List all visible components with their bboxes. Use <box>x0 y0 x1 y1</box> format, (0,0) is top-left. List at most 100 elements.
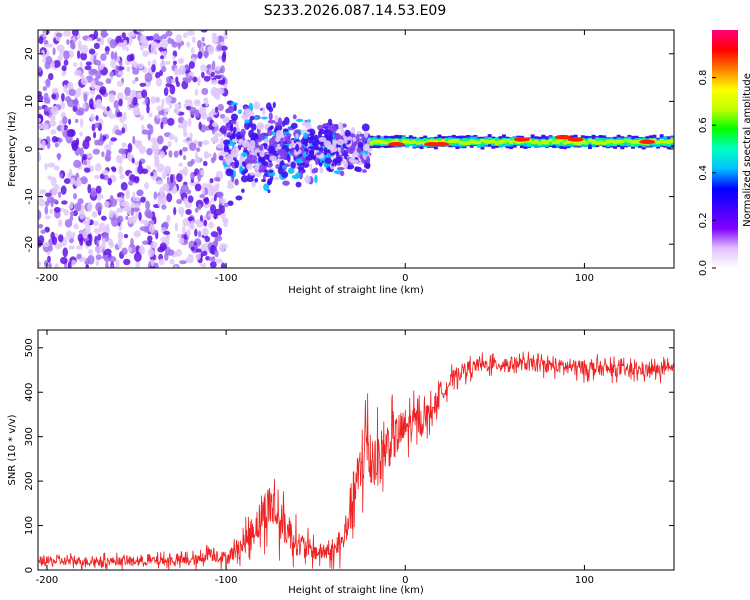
snr-y-tick-label: 100 <box>24 516 35 535</box>
spectrogram-cell <box>211 121 219 128</box>
spectrogram-cell <box>261 178 267 183</box>
spectrogram-cell <box>225 168 234 177</box>
snr-y-tick-label: 400 <box>24 383 35 402</box>
spectrogram-peak <box>513 137 530 142</box>
spectrogram-cell <box>44 226 50 233</box>
spectrogram-cell <box>54 243 62 250</box>
spectrogram-cell <box>95 70 102 80</box>
spectrogram-cell <box>83 160 88 165</box>
spectrogram-band-cell <box>473 140 478 145</box>
spectrogram-cell <box>48 262 52 268</box>
spectrogram-cell <box>95 254 102 261</box>
spectrogram-cell <box>140 196 146 203</box>
spectrogram-cell <box>63 59 69 66</box>
spectrogram-cell <box>174 264 178 268</box>
spectrogram-cell <box>282 180 290 186</box>
spectrogram-cell <box>183 197 188 205</box>
spectrogram-cell <box>135 260 141 268</box>
spectrogram-cell <box>210 156 216 164</box>
spectrogram-cell <box>307 119 311 123</box>
spectrogram-cell <box>217 103 224 112</box>
spectrogram-cell <box>45 200 50 207</box>
spectrogram-cell <box>139 44 145 51</box>
spectrogram-cell <box>351 143 357 148</box>
spectrogram-cell <box>216 88 225 95</box>
spectrogram-cell <box>163 87 169 97</box>
spectrogram-cell <box>329 130 333 138</box>
spectrogram-cell <box>98 88 106 94</box>
spectrogram-cell <box>159 186 165 197</box>
spectrogram-cell <box>118 165 123 175</box>
colorbar-tick-label: 0.8 <box>698 70 709 86</box>
spectrogram-band-cell <box>516 140 521 144</box>
spectrogram-cell <box>136 91 143 99</box>
spectrogram-cell <box>194 228 198 237</box>
colorbar: 0.0 0.2 0.4 0.6 0.8 Normalized spectral ampl… <box>698 30 750 276</box>
spectrogram-cell <box>75 245 83 250</box>
spectrogram-band-cell <box>577 141 582 146</box>
spectrogram-cell <box>249 115 255 121</box>
spectrogram-cell <box>214 95 221 101</box>
spectrogram-band-cell <box>598 140 603 145</box>
spectrogram-cell <box>258 133 266 141</box>
spectrogram-cell <box>68 245 76 250</box>
spectrogram-cell <box>100 53 107 62</box>
snr-y-ticks: 0 100 200 300 400 500 <box>24 338 674 573</box>
spectrogram-cell <box>109 71 114 78</box>
spectrogram-cell <box>346 147 355 154</box>
spectrogram-cell <box>83 167 91 173</box>
spectrogram-band-cell <box>369 140 374 145</box>
spectrogram-cell <box>169 84 176 95</box>
spectrogram-cell <box>61 200 68 205</box>
spectrogram-cell <box>176 233 182 238</box>
spectrogram-cell <box>235 195 243 201</box>
spectrogram-cell <box>120 182 128 191</box>
spectrogram-cell <box>166 176 170 184</box>
spectrogram-cell <box>102 169 109 176</box>
spectrogram-cell <box>174 222 179 232</box>
spectrogram-band-cell <box>666 139 671 144</box>
spectrogram-cell <box>185 209 192 216</box>
spectrogram-cell <box>183 32 188 39</box>
spectrogram-cell <box>223 83 228 89</box>
spectrogram-cell <box>269 125 274 130</box>
spectrogram-cell <box>295 133 299 139</box>
spectrogram-cell <box>216 143 224 149</box>
spectrogram-cell <box>94 163 102 172</box>
spectrogram-cell <box>192 36 196 43</box>
spectrogram-cell <box>167 37 173 44</box>
spectrogram-cell <box>72 193 78 200</box>
spectrogram-cell <box>169 259 175 265</box>
spectrogram-cell <box>139 82 147 87</box>
spectrogram-cell <box>144 72 153 83</box>
spectrogram-cell <box>147 235 153 242</box>
spectrogram-cell <box>186 41 191 48</box>
spectrogram-cell <box>275 150 284 155</box>
spectrogram-band-cell <box>408 140 413 144</box>
spectrogram-cell <box>85 264 89 268</box>
spectrogram-cell <box>117 238 123 249</box>
spectrogram-y-tick-label: 10 <box>24 95 35 108</box>
spectrogram-cell <box>139 114 145 121</box>
spectrogram-cell <box>70 39 75 49</box>
spectrogram-cell <box>259 150 265 158</box>
spectrogram-cell <box>356 133 360 142</box>
spectrogram-cell <box>233 126 237 133</box>
spectrogram-cell <box>203 219 208 227</box>
spectrogram-cell <box>141 129 149 135</box>
spectrogram-cell <box>132 96 138 106</box>
spectrogram-cell <box>60 256 68 265</box>
spectrogram-band-cell <box>663 140 668 144</box>
spectrogram-cell <box>163 230 171 235</box>
spectrogram-cell <box>79 147 84 158</box>
colorbar-gradient <box>712 30 738 268</box>
spectrogram-cell <box>128 180 134 186</box>
spectrogram-cell <box>154 96 161 103</box>
spectrogram-cell <box>263 183 270 192</box>
spectrogram-cell <box>287 167 295 174</box>
spectrogram-cell <box>323 147 328 156</box>
spectrogram-cell <box>193 100 201 107</box>
spectrogram-cell <box>163 165 172 175</box>
spectrogram-cell <box>132 191 136 202</box>
